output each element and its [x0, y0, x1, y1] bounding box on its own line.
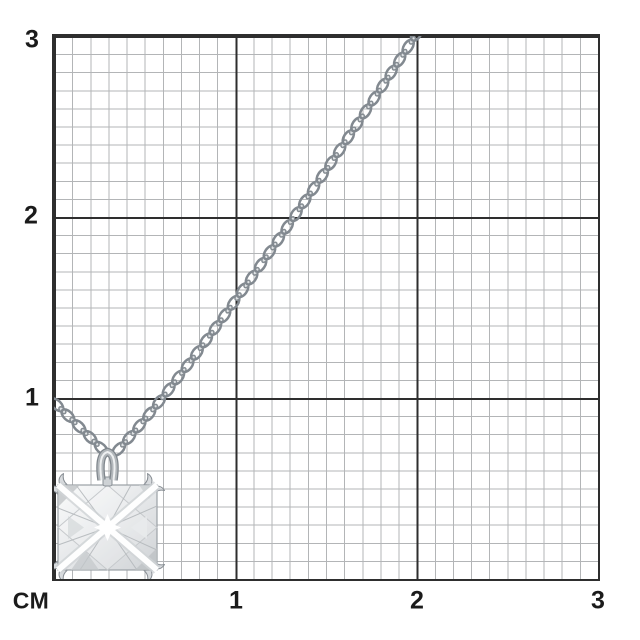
x-tick-2: 2 — [410, 586, 424, 615]
unit-label-cm: СМ — [12, 587, 50, 614]
center-sparkle — [94, 514, 121, 541]
cable-chain — [54, 36, 424, 457]
pendant — [54, 447, 165, 579]
necklace-pendant-image — [54, 36, 424, 579]
bail — [96, 447, 119, 481]
x-tick-1: 1 — [229, 586, 243, 615]
x-tick-3: 3 — [591, 586, 605, 615]
diamond — [54, 481, 161, 574]
y-tick-3: 3 — [25, 25, 39, 54]
y-tick-1: 1 — [25, 383, 39, 412]
y-tick-2: 2 — [24, 201, 38, 230]
